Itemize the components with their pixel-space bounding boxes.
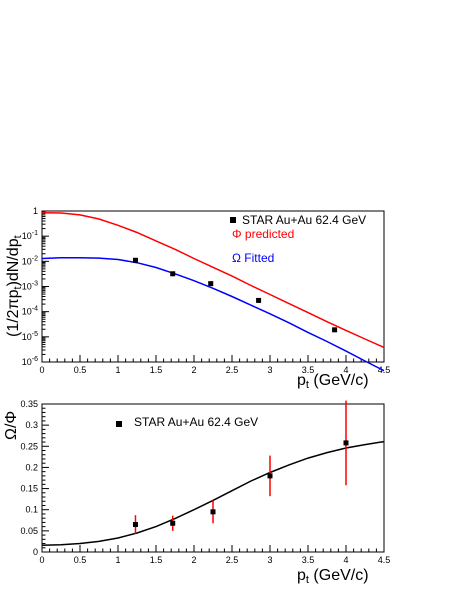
data-point [132, 257, 138, 263]
x-tick-label: 1 [115, 365, 120, 375]
x-tick-label: 1.5 [150, 555, 163, 565]
x-tick-label: 0.5 [74, 365, 87, 375]
data-point [170, 271, 176, 277]
spectra-panel: 0 0.5 1 1.5 2 2.5 3 3.5 4 4.5110-110-210-310-410-… [5, 206, 390, 391]
spectra-x-axis-label: pt (GeV/c) [297, 372, 369, 391]
y-tick-label: 1 [33, 206, 38, 216]
x-tick-label: 3 [267, 365, 272, 375]
ratio-axis-ticks: 0 0.5 1 1.5 2 2.5 3 3.5 4 4.5 0 0.05 0.1 0.15 0.2 0.25 0… [20, 399, 390, 565]
legend-data-label: STAR Au+Au 62.4 GeV [242, 213, 366, 227]
y-tick-label: 0.2 [25, 462, 38, 472]
y-tick-label: 10-5 [22, 331, 38, 342]
spectra-data-points [132, 257, 338, 333]
y-tick-label: 0.25 [20, 441, 38, 451]
x-tick-label: 4 [343, 555, 348, 565]
data-point [267, 473, 273, 479]
data-point [210, 509, 216, 515]
y-tick-label: 10-6 [22, 356, 38, 367]
spectra-curves [41, 212, 385, 372]
x-tick-label: 1.5 [150, 365, 163, 375]
x-tick-label: 3.5 [302, 555, 315, 565]
ratio-plot-frame [41, 403, 385, 553]
ratio-y-axis-label: Ω/Φ [3, 411, 20, 440]
y-tick-label: 10-1 [22, 230, 38, 241]
data-point [132, 522, 138, 528]
spectra-y-axis-label: (1/2πpt)dN/dpt [5, 235, 24, 337]
ratio-x-axis-label: pt (GeV/c) [297, 567, 369, 586]
y-tick-label: 10-3 [22, 281, 38, 292]
y-tick-label: 0.15 [20, 484, 38, 494]
data-point [332, 327, 338, 333]
y-tick-label: 0.35 [20, 399, 38, 409]
legend-omega-label: Ω Fitted [232, 251, 274, 265]
x-tick-label: 0 [39, 365, 44, 375]
x-tick-label: 1 [115, 555, 120, 565]
ratio-curve [41, 440, 385, 546]
x-tick-label: 4.5 [378, 555, 391, 565]
x-tick-label: 2.5 [226, 365, 239, 375]
x-tick-label: 2 [191, 555, 196, 565]
data-point [256, 297, 262, 303]
y-tick-label: 0 [33, 547, 38, 557]
data-point [208, 281, 214, 287]
x-tick-label: 0 [39, 555, 44, 565]
ratio-panel: 0 0.5 1 1.5 2 2.5 3 3.5 4 4.5 0 0.05 0.1 0.15 0.2 0.25 0… [3, 399, 390, 586]
x-tick-label: 0.5 [74, 555, 87, 565]
x-tick-label: 2 [191, 365, 196, 375]
phi-predicted-curve [41, 212, 385, 349]
ratio-fit-curve [41, 440, 385, 546]
legend-data-marker [230, 217, 236, 223]
data-point [170, 520, 176, 526]
ratio-legend-label: STAR Au+Au 62.4 GeV [134, 415, 258, 429]
ratio-data-points [132, 400, 349, 534]
x-tick-label: 3.5 [302, 365, 315, 375]
y-tick-label: 0.1 [25, 505, 38, 515]
ratio-legend-marker [116, 421, 122, 427]
x-tick-label: 4 [343, 365, 348, 375]
y-tick-label: 0.05 [20, 526, 38, 536]
omega-fitted-curve [41, 256, 385, 372]
y-tick-label: 10-4 [22, 306, 38, 317]
y-tick-label: 0.3 [25, 420, 38, 430]
x-tick-label: 2.5 [226, 555, 239, 565]
y-tick-label: 10-2 [22, 255, 38, 266]
legend-phi-label: Φ predicted [232, 227, 294, 241]
data-point [343, 440, 349, 446]
x-tick-label: 3 [267, 555, 272, 565]
